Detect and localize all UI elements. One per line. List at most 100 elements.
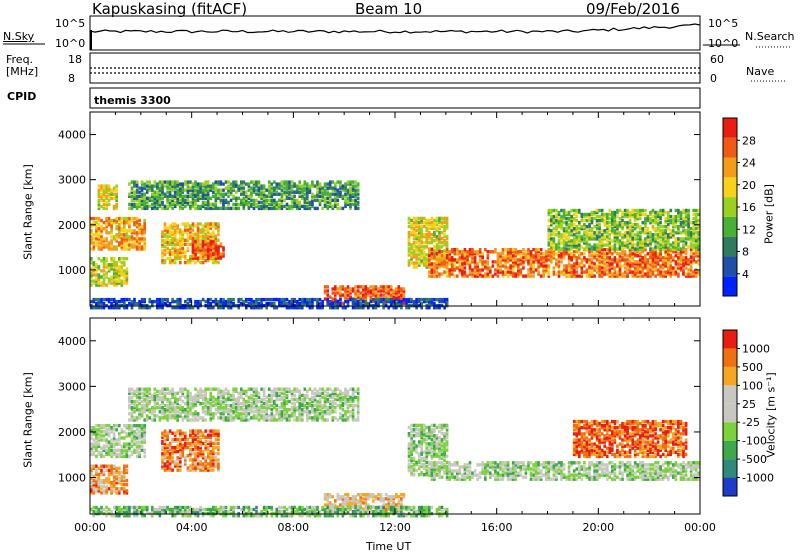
power-cell	[206, 301, 210, 306]
power-cell	[240, 198, 243, 202]
power-cell	[295, 190, 299, 194]
velocity-cell	[186, 414, 190, 418]
power-cell	[295, 204, 299, 209]
power-cell	[181, 186, 185, 190]
power-cell	[105, 223, 108, 227]
power-cell	[176, 192, 179, 196]
velocity-cell	[138, 414, 141, 418]
power-cell	[694, 208, 698, 213]
power-cell	[616, 235, 619, 239]
power-cell	[557, 254, 561, 258]
power-cell	[659, 274, 662, 278]
power-cell	[367, 291, 370, 295]
power-cell	[102, 227, 106, 231]
power-cell	[407, 232, 411, 237]
power-cell	[143, 299, 146, 304]
power-cell	[639, 212, 642, 217]
velocity-cell	[107, 446, 111, 450]
power-cell	[639, 243, 642, 247]
power-cell	[95, 231, 98, 235]
power-cell	[631, 262, 634, 266]
velocity-cell	[128, 426, 131, 430]
power-cell	[303, 204, 307, 209]
velocity-cell	[135, 450, 139, 454]
power-cell	[118, 271, 121, 275]
power-cell	[425, 245, 429, 249]
power-colorbar-tick-label: 16	[742, 201, 756, 214]
power-cell	[339, 297, 342, 302]
power-cell	[120, 257, 124, 261]
power-cell	[384, 297, 388, 302]
power-cell	[633, 227, 637, 231]
power-cell	[372, 306, 375, 310]
power-cell	[425, 237, 429, 241]
power-cell	[316, 186, 319, 190]
power-cell	[667, 248, 670, 252]
power-cell	[636, 235, 640, 239]
power-cell	[372, 287, 375, 291]
power-cell	[224, 186, 228, 190]
power-cell	[163, 194, 167, 198]
power-cell	[407, 220, 411, 225]
power-cell	[407, 261, 411, 265]
power-cell	[661, 237, 665, 241]
power-cell	[135, 218, 139, 223]
power-cell	[242, 182, 246, 186]
power-cell	[334, 293, 337, 297]
velocity-cell	[199, 387, 202, 391]
power-cell	[644, 260, 647, 264]
power-cell	[194, 190, 197, 194]
power-cell	[123, 261, 126, 265]
power-cell	[570, 231, 573, 235]
power-cell	[667, 223, 670, 227]
power-cell	[557, 247, 561, 251]
power-cell	[212, 184, 215, 188]
power-cell	[659, 256, 662, 260]
power-cell	[555, 227, 558, 231]
power-cell	[118, 231, 121, 235]
power-cell	[359, 295, 362, 299]
power-cell	[186, 301, 190, 306]
power-cell	[171, 238, 174, 242]
power-cell	[115, 198, 118, 202]
power-cell	[687, 233, 690, 237]
power-cell	[600, 270, 604, 274]
velocity-cell	[145, 406, 149, 410]
power-cell	[456, 248, 459, 252]
power-cell	[669, 250, 673, 254]
velocity-cell	[161, 395, 164, 400]
power-cell	[595, 237, 599, 241]
velocity-cell	[130, 412, 134, 416]
power-cell	[303, 196, 307, 200]
power-cell	[552, 254, 556, 258]
velocity-cell	[186, 393, 190, 398]
power-cell	[537, 258, 540, 262]
power-cell	[628, 268, 632, 272]
power-cell	[628, 225, 632, 229]
power-cell	[631, 208, 634, 213]
power-cell	[616, 264, 619, 268]
power-cell	[97, 198, 101, 202]
power-cell	[608, 221, 612, 225]
power-cell	[112, 257, 116, 261]
power-cell	[552, 245, 556, 249]
power-cell	[504, 262, 507, 266]
power-cell	[689, 235, 693, 239]
power-cell	[430, 222, 434, 227]
power-cell	[433, 224, 436, 229]
power-cell	[349, 190, 352, 194]
power-cell	[186, 228, 190, 232]
power-cell	[438, 241, 441, 245]
power-cell	[545, 250, 548, 254]
velocity-cell	[199, 416, 202, 420]
power-cell	[679, 256, 683, 260]
power-cell	[199, 228, 202, 232]
power-cell	[92, 273, 96, 277]
power-cell	[151, 196, 154, 200]
power-cell	[229, 299, 233, 304]
power-cell	[486, 268, 490, 272]
power-cell	[217, 180, 220, 184]
power-cell	[672, 225, 675, 229]
power-cell	[133, 241, 136, 245]
power-cell	[209, 184, 213, 188]
